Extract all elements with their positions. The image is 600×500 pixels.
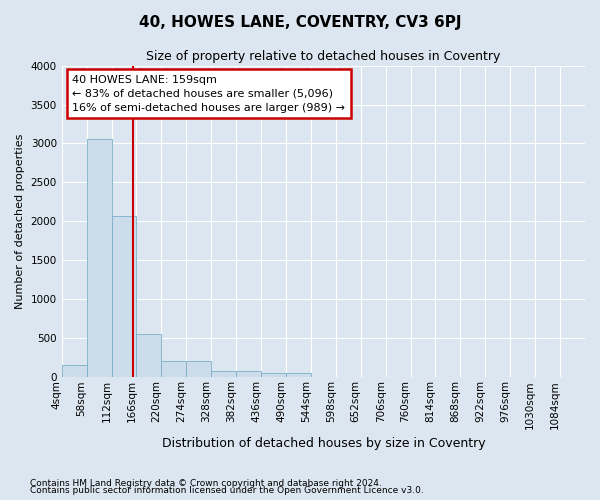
Bar	[62, 365, 86, 378]
Bar	[261, 374, 286, 378]
Title: Size of property relative to detached houses in Coventry: Size of property relative to detached ho…	[146, 50, 500, 63]
X-axis label: Distribution of detached houses by size in Coventry: Distribution of detached houses by size …	[161, 437, 485, 450]
Bar	[136, 334, 161, 378]
Bar	[236, 372, 261, 378]
Bar	[211, 372, 236, 378]
Bar	[186, 361, 211, 378]
Bar	[112, 216, 136, 378]
Text: 40 HOWES LANE: 159sqm
← 83% of detached houses are smaller (5,096)
16% of semi-d: 40 HOWES LANE: 159sqm ← 83% of detached …	[72, 75, 345, 113]
Bar	[86, 139, 112, 378]
Bar	[286, 374, 311, 378]
Text: Contains HM Land Registry data © Crown copyright and database right 2024.: Contains HM Land Registry data © Crown c…	[30, 478, 382, 488]
Y-axis label: Number of detached properties: Number of detached properties	[15, 134, 25, 309]
Text: 40, HOWES LANE, COVENTRY, CV3 6PJ: 40, HOWES LANE, COVENTRY, CV3 6PJ	[139, 15, 461, 30]
Text: Contains public sector information licensed under the Open Government Licence v3: Contains public sector information licen…	[30, 486, 424, 495]
Bar	[161, 361, 186, 378]
